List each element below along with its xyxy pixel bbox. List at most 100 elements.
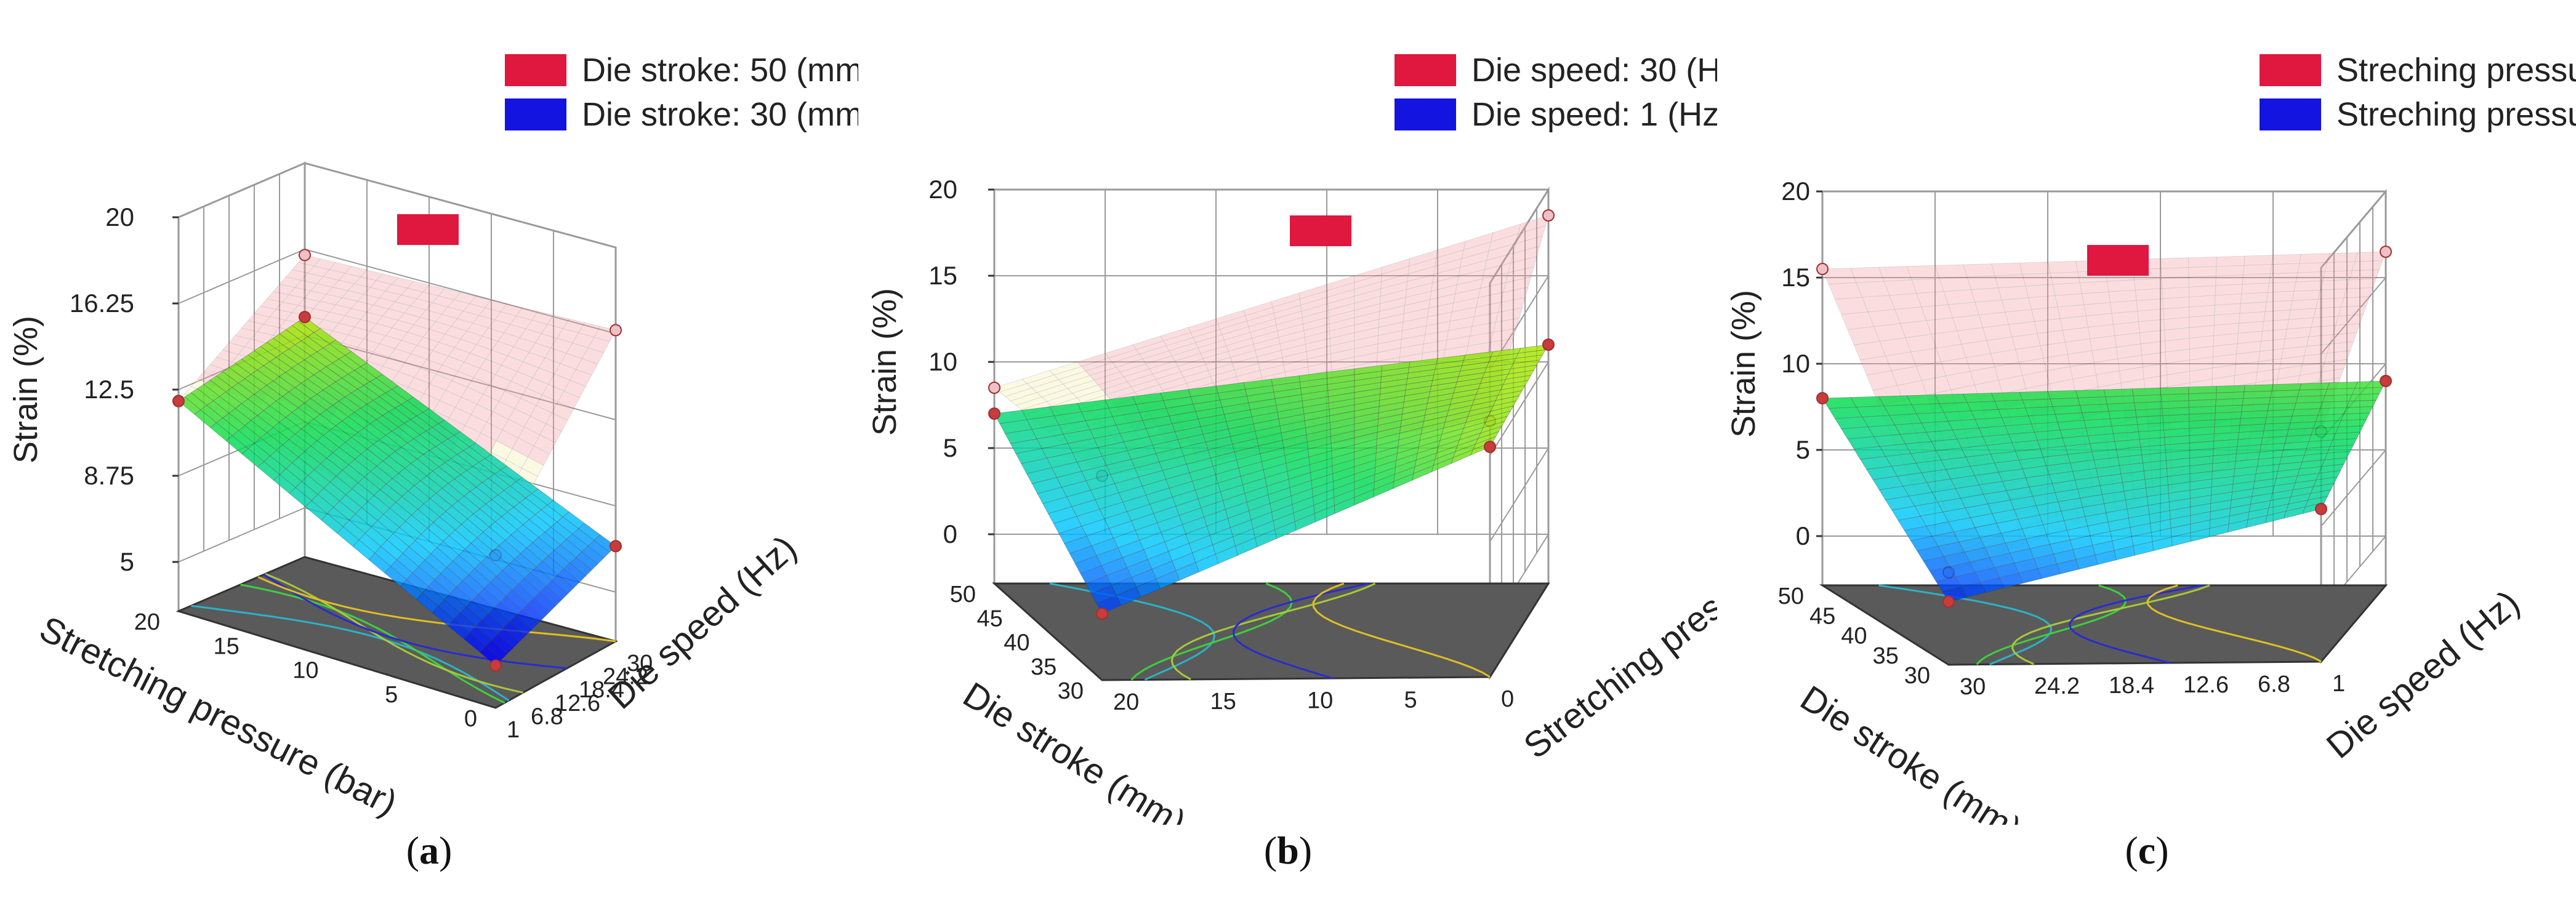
surface-cell: [1916, 291, 1949, 308]
surface-cell: [1828, 282, 1863, 300]
surface-low: [1822, 380, 2386, 603]
surface-cell: [1444, 335, 1471, 350]
x-tick-label: 0: [464, 706, 477, 732]
surface-cell: [486, 411, 509, 431]
surface-cell: [495, 364, 518, 382]
legend-swatch: [505, 54, 566, 86]
surface-cell: [1236, 370, 1262, 384]
surface-cell: [1921, 375, 1952, 396]
surface-cell: [2189, 367, 2213, 383]
floor-contour: [191, 604, 510, 702]
surface-cell: [297, 297, 321, 309]
surface-cell: [1970, 287, 2002, 303]
surface-cell: [429, 374, 453, 391]
surface-cell: [1463, 232, 1494, 251]
legend-label: Streching pressure: 0 (bar): [2337, 96, 2576, 133]
surface-cell: [1306, 353, 1332, 367]
surface-cell: [473, 367, 496, 385]
surface-cell: [508, 408, 531, 428]
surface-cell: [2188, 266, 2217, 278]
surface-cell: [1145, 355, 1176, 369]
surface-cell: [2161, 276, 2189, 289]
surface-cell: [1160, 327, 1191, 342]
surface-cell: [1450, 307, 1477, 322]
surface-cell: [523, 415, 547, 435]
surface-cell: [2134, 278, 2163, 291]
surface-cell: [461, 387, 484, 405]
surface-cell: [532, 367, 555, 385]
surface-cell: [1101, 381, 1132, 395]
surface-cell: [1271, 292, 1300, 308]
surface-cell: [581, 347, 605, 364]
surface-cell: [1961, 340, 1991, 358]
surface-cell: [2297, 388, 2328, 397]
surface-cell: [1470, 322, 1496, 337]
surface-cell: [544, 347, 567, 364]
surface-cell: [551, 401, 574, 421]
surface-cell: [1142, 350, 1173, 364]
surface-cell: [1278, 330, 1305, 344]
legend: Die speed: 30 (Hz) Die speed: 1 (Hz): [1395, 52, 1717, 133]
surface-cell: [2140, 340, 2166, 356]
surface-cell: [1134, 384, 1164, 398]
surface-cell: [527, 445, 550, 466]
surface-cell: [1883, 404, 1917, 416]
surface-cell: [464, 353, 486, 369]
surface-cell: [1939, 276, 1972, 292]
surface-cell: [1116, 358, 1147, 372]
panel-c: 0 5 10 15 20 Strain (%) 50 45 40 35 30 Die stroke (…: [1718, 0, 2576, 906]
surface-cell: [2096, 371, 2122, 388]
surface-cell: [2018, 358, 2047, 376]
design-point: [1484, 441, 1496, 453]
surface-cell: [1272, 299, 1302, 314]
surface-cell: [260, 299, 283, 310]
floor-contour: [2146, 584, 2322, 663]
surface-cell: [534, 333, 558, 348]
surface-cell: [2072, 374, 2099, 393]
surface-cell: [455, 396, 478, 415]
surface-cell: [2189, 295, 2216, 308]
x-tick-label: 20: [134, 609, 160, 635]
surface-cell: [1303, 316, 1330, 331]
surface-cell: [2261, 329, 2287, 342]
surface-cell: [2322, 270, 2353, 281]
x-tick-label: 45: [1809, 603, 1835, 629]
surface-cell: [560, 353, 582, 370]
surface-cell: [1130, 379, 1160, 393]
surface-cell: [1862, 295, 1896, 313]
surface-cell: [2327, 341, 2354, 354]
surface-cell: [2189, 346, 2214, 361]
surface-cell: [1453, 287, 1481, 303]
design-point: [988, 382, 1000, 394]
surface-cell: [1448, 316, 1475, 331]
surface-cell: [999, 383, 1032, 397]
surface-cell: [350, 300, 374, 313]
y-tick-label: 18.4: [2109, 673, 2154, 699]
surface-cell: [1910, 348, 1942, 367]
surface-cell: [1915, 361, 1947, 381]
surface-cell: [2324, 350, 2351, 363]
surface-cell: [410, 345, 433, 360]
surface-cell: [1354, 327, 1379, 341]
y-tick-label: 10: [1307, 688, 1333, 714]
surface-cell: [1946, 371, 1975, 390]
surface-cell: [1403, 308, 1430, 323]
surface-cell: [2111, 311, 2139, 325]
surface-cell: [1380, 273, 1409, 289]
surface-cell: [2022, 273, 2053, 287]
grid-line: [178, 162, 305, 218]
surface-cell: [2234, 361, 2259, 376]
surface-cell: [329, 304, 352, 316]
surface-cell: [2262, 319, 2289, 332]
surface-cell: [2260, 339, 2285, 352]
surface-cell: [2189, 315, 2215, 328]
surface-cell: [2085, 313, 2114, 328]
surface-cell: [470, 344, 493, 359]
surface-cell: [1427, 302, 1454, 318]
surface-cell: [1298, 284, 1328, 300]
surface-cell: [372, 297, 396, 310]
surface-cell: [500, 303, 523, 316]
y-tick-label: 1: [507, 717, 520, 743]
x-tick-label: 35: [1872, 643, 1898, 669]
surface-cell: [1072, 385, 1103, 398]
